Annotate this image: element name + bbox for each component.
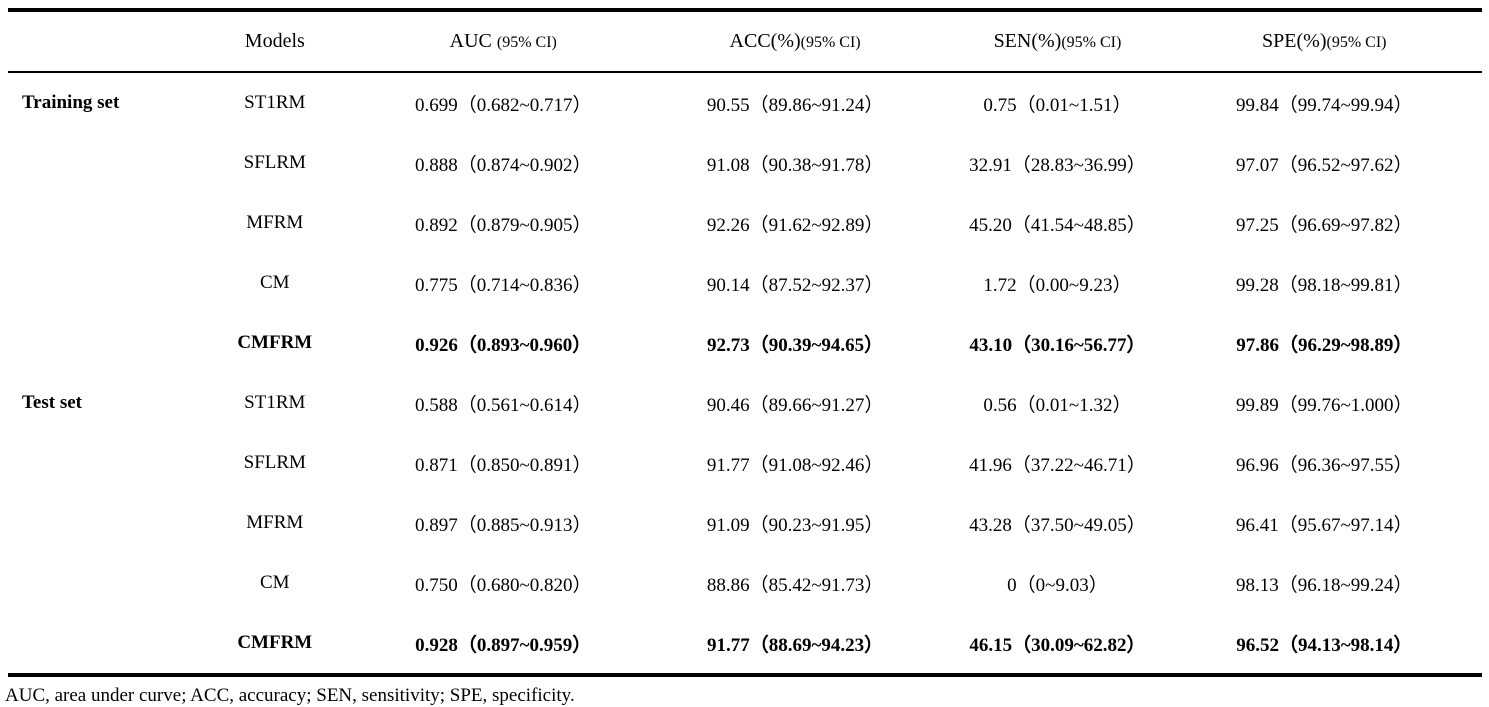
acc-cell: 92.73（90.39~94.65）: [707, 334, 884, 356]
header-acc-label: ACC(%): [729, 30, 801, 52]
auc-cell: 0.892（0.879~0.905）: [414, 214, 592, 236]
header-auc-ci-label: (95% CI): [496, 34, 557, 51]
auc-cell: 0.699（0.682~0.717）: [414, 94, 592, 116]
model-cell: SFLRM: [243, 152, 306, 173]
spe-cell: 99.84（99.74~99.94）: [1235, 94, 1413, 116]
header-auc-label: AUC: [449, 30, 497, 52]
sen-cell: 41.96（37.22~46.71）: [969, 454, 1146, 476]
group-cell: [8, 433, 185, 493]
header-spe-ci-label: (95% CI): [1326, 34, 1387, 51]
table-row: MFRM 0.892（0.879~0.905） 92.26（91.62~92.8…: [8, 193, 1482, 253]
acc-cell: 92.26（91.62~92.89）: [706, 214, 884, 236]
auc-cell: 0.926（0.893~0.960）: [415, 334, 592, 356]
acc-cell: 91.77（91.08~92.46）: [706, 454, 884, 476]
table-row: SFLRM 0.871（0.850~0.891） 91.77（91.08~92.…: [8, 433, 1482, 493]
table-row: CMFRM 0.928（0.897~0.959） 91.77（88.69~94.…: [8, 613, 1482, 675]
header-spe: SPE(%)(95% CI): [1166, 10, 1482, 73]
group-cell: [8, 253, 185, 313]
spe-cell: 97.07（96.52~97.62）: [1235, 154, 1413, 176]
acc-cell: 88.86（85.42~91.73）: [706, 574, 884, 596]
table-row: CM 0.750（0.680~0.820） 88.86（85.42~91.73）…: [8, 553, 1482, 613]
model-cell: ST1RM: [244, 392, 306, 413]
auc-cell: 0.888（0.874~0.902）: [414, 154, 592, 176]
auc-cell: 0.871（0.850~0.891）: [414, 454, 592, 476]
table-row: Training set ST1RM 0.699（0.682~0.717） 90…: [8, 72, 1482, 133]
model-cell: CMFRM: [237, 632, 313, 653]
auc-cell: 0.928（0.897~0.959）: [415, 634, 592, 656]
spe-cell: 96.96（96.36~97.55）: [1235, 454, 1413, 476]
spe-cell: 99.89（99.76~1.000）: [1235, 394, 1413, 416]
table-header: Models AUC (95% CI) ACC(%)(95% CI) SEN(%…: [8, 10, 1482, 73]
spe-cell: 98.13（96.18~99.24）: [1235, 574, 1413, 596]
header-acc-ci-label: (95% CI): [800, 34, 861, 51]
sen-cell: 1.72（0.00~9.23）: [983, 274, 1132, 296]
auc-cell: 0.750（0.680~0.820）: [414, 574, 592, 596]
group-cell: [8, 133, 185, 193]
spe-cell: 96.41（95.67~97.14）: [1235, 514, 1413, 536]
spe-cell: 96.52（94.13~98.14）: [1236, 634, 1413, 656]
header-spe-label: SPE(%): [1262, 30, 1327, 52]
header-models-label: Models: [244, 30, 305, 52]
model-cell: CM: [259, 572, 290, 593]
header-group: [8, 10, 185, 73]
group-cell: [8, 313, 185, 373]
sen-cell: 43.28（37.50~49.05）: [969, 514, 1146, 536]
model-cell: SFLRM: [243, 452, 306, 473]
auc-cell: 0.897（0.885~0.913）: [414, 514, 592, 536]
sen-cell: 0.56（0.01~1.32）: [983, 394, 1132, 416]
header-sen-ci-label: (95% CI): [1061, 34, 1122, 51]
model-cell: CM: [259, 272, 290, 293]
sen-cell: 0.75（0.01~1.51）: [983, 94, 1132, 116]
group-cell: [8, 553, 185, 613]
sen-cell: 0（0~9.03）: [1007, 574, 1108, 596]
table-row: CM 0.775（0.714~0.836） 90.14（87.52~92.37）…: [8, 253, 1482, 313]
acc-cell: 91.09（90.23~91.95）: [706, 514, 884, 536]
sen-cell: 45.20（41.54~48.85）: [969, 214, 1146, 236]
sen-cell: 32.91（28.83~36.99）: [969, 154, 1146, 176]
model-performance-table: Models AUC (95% CI) ACC(%)(95% CI) SEN(%…: [8, 8, 1482, 677]
acc-cell: 90.14（87.52~92.37）: [706, 274, 884, 296]
table-body: Training set ST1RM 0.699（0.682~0.717） 90…: [8, 72, 1482, 675]
header-acc: ACC(%)(95% CI): [641, 10, 949, 73]
group-cell: Test set: [22, 392, 82, 413]
sen-cell: 43.10（30.16~56.77）: [969, 334, 1146, 356]
model-cell: MFRM: [246, 212, 304, 233]
auc-cell: 0.775（0.714~0.836）: [414, 274, 592, 296]
spe-cell: 97.86（96.29~98.89）: [1236, 334, 1413, 356]
table-row: MFRM 0.897（0.885~0.913） 91.09（90.23~91.9…: [8, 493, 1482, 553]
sen-cell: 46.15（30.09~62.82）: [969, 634, 1146, 656]
acc-cell: 90.46（89.66~91.27）: [706, 394, 884, 416]
group-cell: [8, 193, 185, 253]
spe-cell: 99.28（98.18~99.81）: [1235, 274, 1413, 296]
spe-cell: 97.25（96.69~97.82）: [1235, 214, 1413, 236]
header-sen: SEN(%)(95% CI): [948, 10, 1167, 73]
model-cell: MFRM: [246, 512, 304, 533]
acc-cell: 91.08（90.38~91.78）: [706, 154, 884, 176]
acc-cell: 90.55（89.86~91.24）: [706, 94, 884, 116]
header-auc: AUC (95% CI): [364, 10, 642, 73]
header-sen-label: SEN(%): [993, 30, 1062, 52]
metrics-table-container: Models AUC (95% CI) ACC(%)(95% CI) SEN(%…: [8, 8, 1482, 677]
table-footnote: AUC, area under curve; ACC, accuracy; SE…: [5, 685, 575, 706]
table-row: CMFRM 0.926（0.893~0.960） 92.73（90.39~94.…: [8, 313, 1482, 373]
model-cell: CMFRM: [237, 332, 313, 353]
model-cell: ST1RM: [244, 92, 306, 113]
auc-cell: 0.588（0.561~0.614）: [414, 394, 592, 416]
acc-cell: 91.77（88.69~94.23）: [707, 634, 884, 656]
header-row: Models AUC (95% CI) ACC(%)(95% CI) SEN(%…: [8, 10, 1482, 73]
group-cell: Training set: [22, 92, 120, 113]
table-row: SFLRM 0.888（0.874~0.902） 91.08（90.38~91.…: [8, 133, 1482, 193]
table-row: Test set ST1RM 0.588（0.561~0.614） 90.46（…: [8, 373, 1482, 433]
header-models: Models: [184, 10, 365, 73]
group-cell: [8, 493, 185, 553]
group-cell: [8, 613, 185, 675]
